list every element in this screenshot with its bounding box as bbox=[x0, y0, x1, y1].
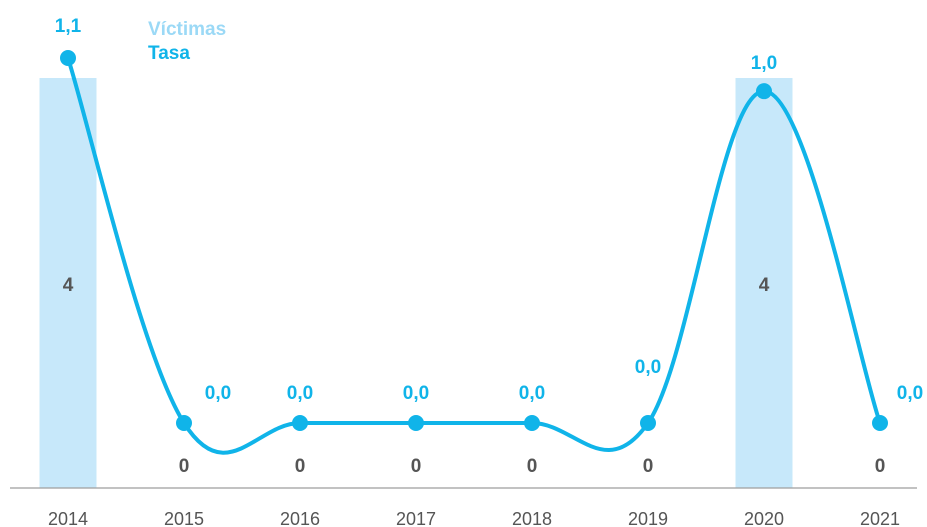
victimas-bar-labels: 4 0 0 0 0 0 4 0 bbox=[63, 275, 886, 477]
bar-2014 bbox=[39, 78, 97, 488]
tasa-label-2021: 0,0 bbox=[897, 383, 923, 404]
bar-2020 bbox=[735, 78, 793, 488]
tasa-label-2017: 0,0 bbox=[403, 383, 429, 404]
tasa-point-2017 bbox=[408, 415, 424, 431]
tasa-point-2019 bbox=[640, 415, 656, 431]
tasa-label-2015: 0,0 bbox=[205, 383, 231, 404]
x-tick-2014: 2014 bbox=[48, 509, 88, 527]
legend-tasa: Tasa bbox=[148, 43, 190, 64]
bar-label-2015: 0 bbox=[179, 456, 190, 477]
x-axis-tick-labels: 2014 2015 2016 2017 2018 2019 2020 2021 bbox=[48, 509, 900, 527]
tasa-point-2016 bbox=[292, 415, 308, 431]
legend-victimas: Víctimas bbox=[148, 19, 227, 40]
victimas-bars bbox=[39, 78, 793, 488]
tasa-point-2020 bbox=[756, 83, 772, 100]
tasa-point-2014 bbox=[60, 50, 76, 66]
x-tick-2019: 2019 bbox=[628, 509, 668, 527]
tasa-label-2018: 0,0 bbox=[519, 383, 545, 404]
bar-label-2020: 4 bbox=[759, 275, 770, 296]
tasa-label-2014: 1,1 bbox=[55, 16, 82, 37]
x-tick-2016: 2016 bbox=[280, 509, 320, 527]
x-tick-2018: 2018 bbox=[512, 509, 552, 527]
tasa-point-2021 bbox=[872, 415, 888, 431]
bar-label-2019: 0 bbox=[643, 456, 654, 477]
tasa-label-2020: 1,0 bbox=[751, 53, 777, 74]
bar-label-2017: 0 bbox=[411, 456, 422, 477]
tasa-point-2018 bbox=[524, 415, 540, 431]
bar-label-2016: 0 bbox=[295, 456, 306, 477]
legend: Víctimas Tasa bbox=[148, 18, 226, 66]
tasa-label-2019: 0,0 bbox=[635, 357, 661, 378]
tasa-point-labels: 1,1 0,0 0,0 0,0 0,0 0,0 1,0 0,0 bbox=[55, 16, 923, 404]
bar-label-2014: 4 bbox=[63, 275, 74, 296]
tasa-point-2015 bbox=[176, 415, 192, 431]
tasa-points bbox=[60, 50, 888, 431]
x-tick-2020: 2020 bbox=[744, 509, 784, 527]
tasa-label-2016: 0,0 bbox=[287, 383, 313, 404]
bar-label-2018: 0 bbox=[527, 456, 538, 477]
x-tick-2017: 2017 bbox=[396, 509, 436, 527]
x-tick-2015: 2015 bbox=[164, 509, 204, 527]
bar-label-2021: 0 bbox=[875, 456, 886, 477]
x-tick-2021: 2021 bbox=[860, 509, 900, 527]
